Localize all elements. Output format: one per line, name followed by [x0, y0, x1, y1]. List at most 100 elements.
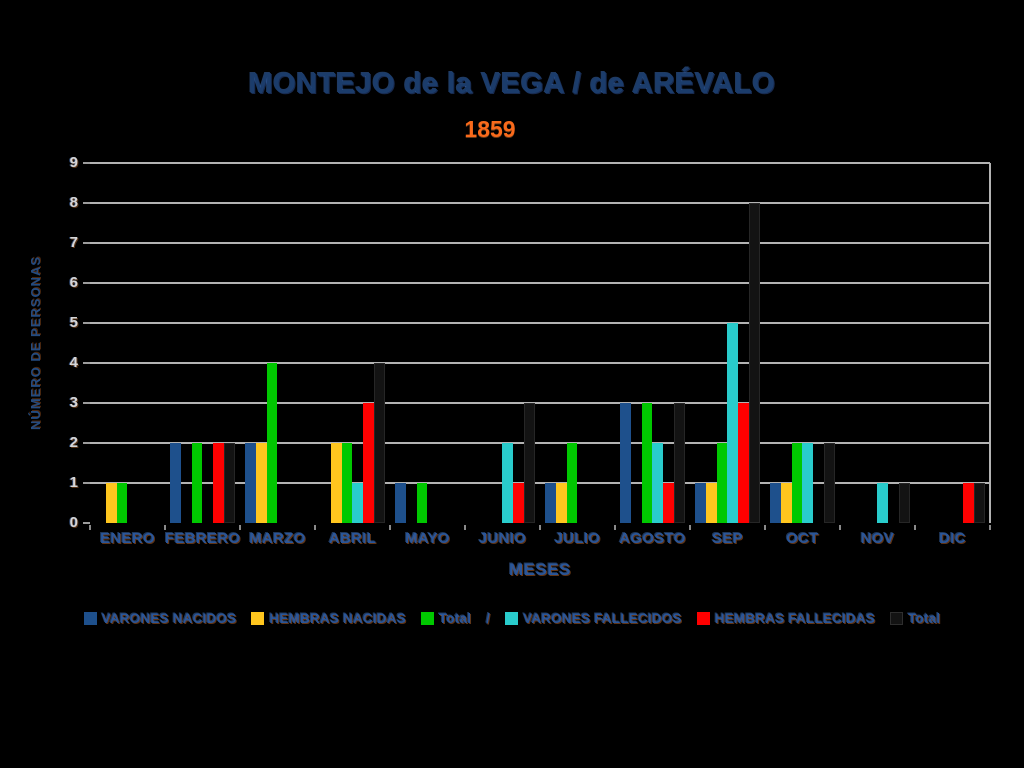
bar-slot [599, 163, 610, 523]
y-tick-label: 9 [69, 154, 78, 171]
bar-slot [867, 163, 878, 523]
bar [555, 483, 567, 523]
y-tick-label: 3 [69, 394, 78, 411]
bar-slot [513, 163, 525, 523]
y-tick-label: 7 [69, 234, 78, 251]
bar-slot [577, 163, 588, 523]
legend-label: HEMBRAS NACIDAS [269, 611, 406, 626]
bar [191, 443, 203, 523]
y-tick-label: 1 [69, 474, 78, 491]
bar-slot [224, 163, 235, 523]
legend-label: VARONES NACIDOS [101, 611, 237, 626]
bar-group-mayo [390, 163, 465, 523]
bar [791, 443, 803, 523]
legend-label: Total [908, 611, 941, 626]
bar-slot [705, 163, 717, 523]
legend-item: HEMBRAS FALLECIDAS [696, 611, 875, 626]
bar-group-agosto [615, 163, 690, 523]
bar-slot [888, 163, 899, 523]
plot-right-border [989, 163, 991, 523]
bar-slot [845, 163, 856, 523]
x-tick-mark [239, 525, 241, 530]
gridline [90, 282, 990, 284]
bar-slot [149, 163, 160, 523]
bar-slot [963, 163, 975, 523]
bar-slot [770, 163, 781, 523]
bar-group-enero [90, 163, 165, 523]
bar [416, 483, 428, 523]
legend-item: HEMBRAS NACIDAS [251, 611, 406, 626]
chart-subtitle: 1859 [464, 116, 516, 142]
bar [266, 363, 278, 523]
bar-group-febrero [165, 163, 240, 523]
bar-slot [427, 163, 438, 523]
bar-slot [288, 163, 299, 523]
bar-slot [245, 163, 256, 523]
bar [502, 443, 514, 523]
bar-slot [749, 163, 760, 523]
y-axis-title: NÚMERO DE PERSONAS [28, 255, 43, 431]
y-tick-mark [83, 482, 90, 484]
bar [802, 443, 814, 523]
bar [105, 483, 117, 523]
gridline [90, 322, 990, 324]
bar-slot [138, 163, 149, 523]
bar-slot [791, 163, 803, 523]
bar-group-abril [315, 163, 390, 523]
bar [738, 403, 750, 523]
bar [524, 403, 535, 523]
bar-slot [266, 163, 278, 523]
y-tick-mark [83, 242, 90, 244]
bar-slot [555, 163, 567, 523]
legend-item: Total [420, 611, 471, 626]
bar-group-marzo [240, 163, 315, 523]
bar-slot [299, 163, 310, 523]
legend-item: VARONES NACIDOS [83, 611, 237, 626]
x-tick-mark [764, 525, 766, 530]
bar-slot [191, 163, 203, 523]
bar-slot [824, 163, 835, 523]
legend-swatch-icon [420, 612, 434, 625]
bar-slot [780, 163, 792, 523]
bar-groups [90, 163, 990, 523]
bar [695, 483, 706, 523]
bar [620, 403, 631, 523]
bar [395, 483, 406, 523]
bar-slot [438, 163, 449, 523]
bar-slot [449, 163, 460, 523]
bar-slot [255, 163, 267, 523]
bar-slot [406, 163, 417, 523]
bar-group-sep [690, 163, 765, 523]
bar-slot [320, 163, 331, 523]
bar-group-julio [540, 163, 615, 523]
legend-item: VARONES FALLECIDOS [505, 611, 682, 626]
bar-slot [920, 163, 931, 523]
bar [974, 483, 985, 523]
bar-slot [738, 163, 750, 523]
bar-slot [352, 163, 364, 523]
bar-slot [877, 163, 889, 523]
gridline [90, 442, 990, 444]
bar [652, 443, 664, 523]
y-tick-mark [83, 362, 90, 364]
legend-swatch-icon [696, 612, 710, 625]
bar-slot [95, 163, 106, 523]
y-tick-label: 2 [69, 434, 78, 451]
bar-slot [631, 163, 642, 523]
bar-slot [363, 163, 375, 523]
legend-item: Total [890, 611, 940, 626]
bar-slot [652, 163, 664, 523]
gridline [90, 162, 990, 164]
bar [513, 483, 525, 523]
bar [824, 443, 835, 523]
bar-slot [931, 163, 942, 523]
gridline [90, 242, 990, 244]
bar-slot [470, 163, 481, 523]
x-tick-label-dic: DIC [939, 530, 966, 547]
bar-slot [802, 163, 814, 523]
bar-slot [202, 163, 213, 523]
bar-slot [502, 163, 514, 523]
plot-area [83, 162, 991, 530]
x-tick-mark [689, 525, 691, 530]
x-tick-label-marzo: MARZO [249, 530, 306, 547]
